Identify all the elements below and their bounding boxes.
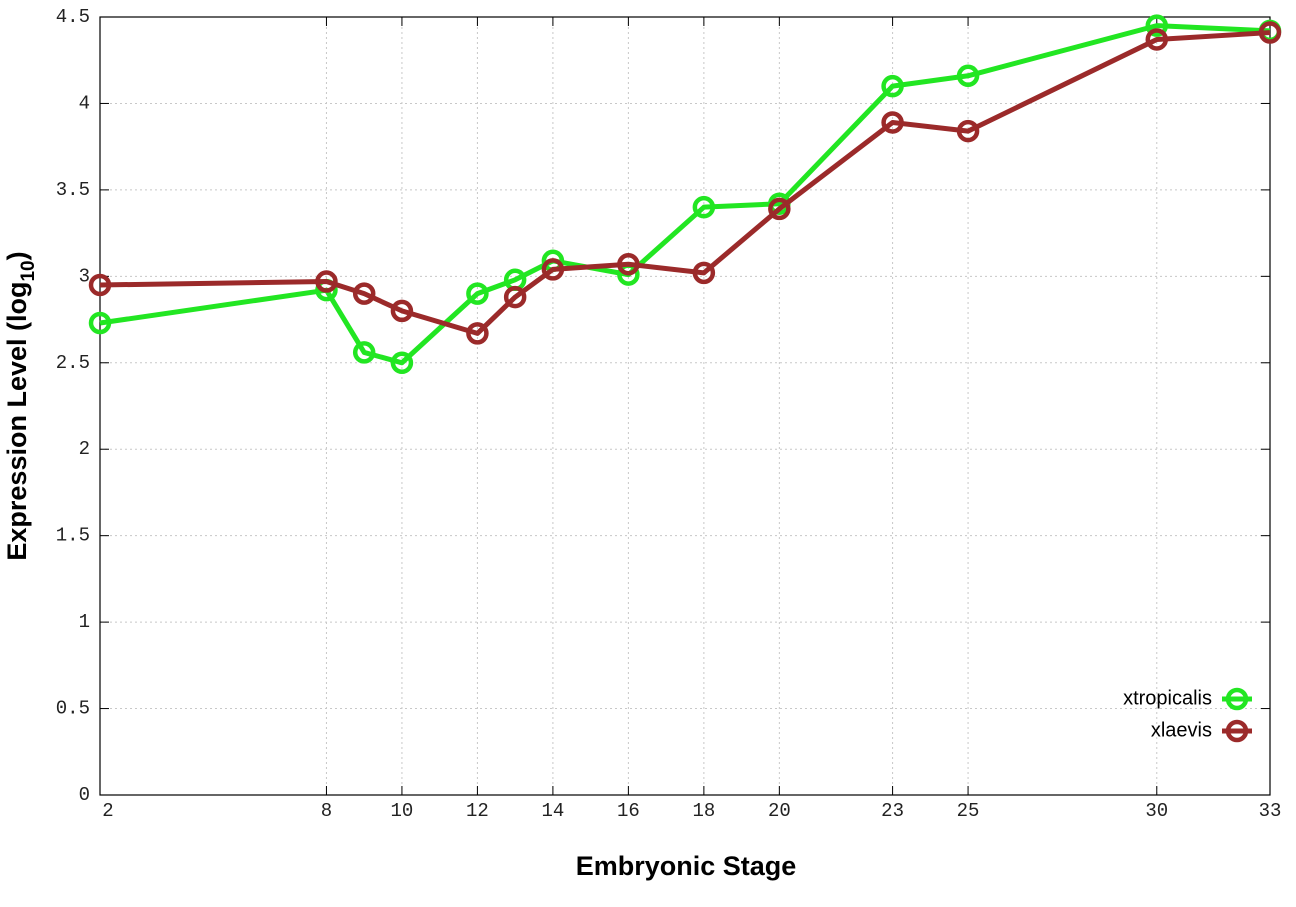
y-tick-label: 1.5 [56,525,90,547]
y-tick-label: 2.5 [56,352,90,374]
data-point [956,64,980,88]
y-axis-label-text: Expression Level (log [2,282,32,561]
y-tick-label: 1 [79,611,90,633]
x-tick-label: 18 [692,800,715,822]
x-tick-label: 10 [391,800,414,822]
x-tick-label: 33 [1259,800,1282,822]
data-point [541,258,565,281]
y-tick-label: 0 [79,784,90,806]
y-tick-label: 3.5 [56,179,90,201]
data-point [352,282,376,305]
legend-marker [1225,719,1249,743]
x-tick-label: 30 [1145,800,1168,822]
data-point [503,285,527,309]
y-tick-label: 3 [79,265,90,287]
x-tick-label: 25 [957,800,980,822]
data-point [617,252,640,276]
data-point [881,111,904,134]
y-axis-label-suffix: ) [2,251,32,260]
y-tick-label: 0.5 [56,698,90,720]
data-point [88,311,112,335]
data-point [1145,14,1169,37]
x-tick-label: 8 [321,800,332,822]
data-point [315,270,338,293]
y-axis-label-subscript: 10 [18,260,39,281]
data-point [390,299,414,323]
data-point [466,322,489,345]
data-point [1145,28,1169,51]
x-tick-label: 16 [617,800,640,822]
x-tick-label: 23 [881,800,904,822]
x-tick-label: 12 [466,800,489,822]
data-point [692,261,716,285]
data-point [390,351,414,375]
data-point [88,273,112,297]
data-point [466,282,489,305]
x-tick-label: 2 [102,800,113,822]
y-tick-label: 2 [79,438,90,460]
data-point [1258,21,1282,44]
plot-frame [99,16,1271,796]
y-tick-label: 4 [79,92,90,114]
data-point [768,197,791,221]
x-tick-label: 20 [768,800,791,822]
x-tick-label: 14 [541,800,564,822]
legend-marker [1225,687,1249,711]
x-axis-label: Embryonic Stage [576,851,797,881]
y-axis-label: Expression Level (log10) [2,251,39,560]
data-point [956,119,980,143]
data-point [352,341,376,364]
data-point [881,74,904,98]
y-tick-label: 4.5 [56,6,90,28]
legend-label: xtropicalis [1123,687,1212,709]
data-point [692,195,716,219]
legend-label: xlaevis [1151,719,1212,741]
